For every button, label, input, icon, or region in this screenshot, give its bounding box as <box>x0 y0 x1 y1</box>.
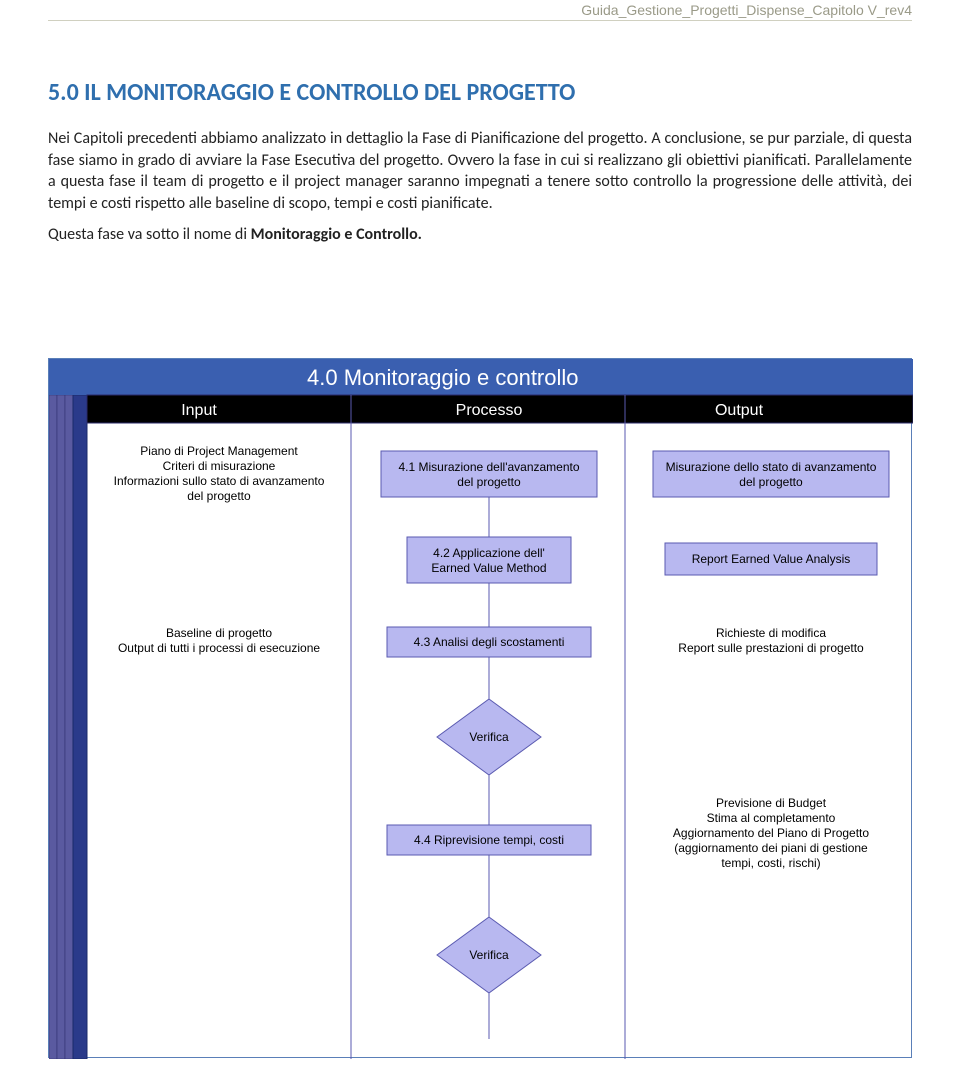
diagram-title-text: 4.0 Monitoraggio e controllo <box>307 365 579 390</box>
side-stripe-1 <box>49 395 57 1059</box>
r3-out-l1: Richieste di modifica <box>716 626 826 640</box>
r1-out-l1: Misurazione dello stato di avanzamento <box>666 460 877 474</box>
col-header-output: Output <box>715 402 764 419</box>
col-header-input: Input <box>181 402 217 419</box>
r1-out-box <box>653 451 889 497</box>
col-header-processo: Processo <box>456 402 523 419</box>
header-divider <box>48 20 912 21</box>
r1-proc-l2: del progetto <box>457 475 521 489</box>
side-bar <box>73 395 87 1059</box>
r1-proc-box <box>381 451 597 497</box>
r1-proc-l1: 4.1 Misurazione dell'avanzamento <box>398 460 579 474</box>
r3-input-l1: Baseline di progetto <box>166 626 272 640</box>
r3-input-l2: Output di tutti i processi di esecuzione <box>118 641 320 655</box>
r4-out-l4: (aggiornamento dei piani di gestione <box>674 841 868 855</box>
page-title: 5.0 IL MONITORAGGIO E CONTROLLO DEL PROG… <box>48 78 575 107</box>
r4-out-l5: tempi, costi, rischi) <box>721 856 820 870</box>
r1-input-l2: Criteri di misurazione <box>163 459 276 473</box>
r4-out-l1: Previsione di Budget <box>716 796 827 810</box>
r3-proc: 4.3 Analisi degli scostamenti <box>414 635 565 649</box>
p2-bold: Monitoraggio e Controllo. <box>251 225 422 244</box>
body-text: Nei Capitoli precedenti abbiamo analizza… <box>48 128 912 256</box>
r2-proc-l2: Earned Value Method <box>431 561 546 575</box>
paragraph-2: Questa fase va sotto il nome di Monitora… <box>48 224 912 246</box>
r1-input-l3: Informazioni sullo stato di avanzamento <box>114 474 325 488</box>
verify-2-text: Verifica <box>469 948 509 962</box>
r1-input-l1: Piano di Project Management <box>140 444 298 458</box>
r1-out-l2: del progetto <box>739 475 803 489</box>
r2-proc-box <box>407 537 571 583</box>
p2-prefix: Questa fase va sotto il nome di <box>48 225 251 244</box>
paragraph-1: Nei Capitoli precedenti abbiamo analizza… <box>48 128 912 214</box>
side-stripe-2 <box>57 395 65 1059</box>
verify-1-text: Verifica <box>469 730 509 744</box>
r3-out-l2: Report sulle prestazioni di progetto <box>678 641 864 655</box>
flowchart-diagram: 4.0 Monitoraggio e controllo Input Proce… <box>48 358 912 1058</box>
r2-proc-l1: 4.2 Applicazione dell' <box>433 546 545 560</box>
flowchart-svg: 4.0 Monitoraggio e controllo Input Proce… <box>49 359 913 1059</box>
r2-out: Report Earned Value Analysis <box>692 552 851 566</box>
r4-proc: 4.4 Riprevisione tempi, costi <box>414 833 564 847</box>
r4-out-l3: Aggiornamento del Piano di Progetto <box>673 826 869 840</box>
side-stripe-3 <box>65 395 73 1059</box>
doc-reference: Guida_Gestione_Progetti_Dispense_Capitol… <box>581 2 912 18</box>
r4-out-l2: Stima al completamento <box>707 811 836 825</box>
r1-input-l4: del progetto <box>187 489 251 503</box>
